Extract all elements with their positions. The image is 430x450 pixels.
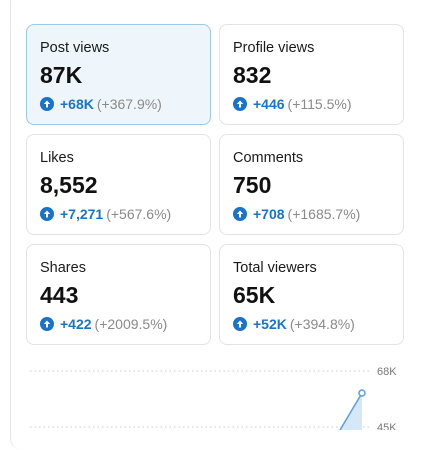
metric-card[interactable]: Shares 443 +422 (+2009.5%) <box>26 244 211 345</box>
up-icon <box>233 97 247 111</box>
metric-change: +68K (+367.9%) <box>40 96 162 112</box>
metric-card[interactable]: Comments 750 +708 (+1685.7%) <box>219 134 404 235</box>
metric-value: 750 <box>233 172 272 198</box>
up-icon <box>40 97 54 111</box>
change-value: +68K <box>60 96 94 112</box>
metric-change: +52K (+394.8%) <box>233 316 355 332</box>
line <box>339 392 363 430</box>
up-icon <box>233 317 247 331</box>
metric-label: Likes <box>40 150 74 166</box>
metric-label: Shares <box>40 260 86 276</box>
metric-value: 8,552 <box>40 172 98 198</box>
change-value: +7,271 <box>60 206 104 222</box>
metric-card[interactable]: Likes 8,552 +7,271 (+567.6%) <box>26 134 211 235</box>
up-icon <box>40 207 54 221</box>
metric-change: +446 (+115.5%) <box>233 96 352 112</box>
metric-label: Post views <box>40 40 110 56</box>
metric-change: +708 (+1685.7%) <box>233 206 360 222</box>
metric-label: Comments <box>233 150 304 166</box>
chart: 68K 45K <box>30 366 397 430</box>
metric-card[interactable]: Total viewers 65K +52K (+394.8%) <box>219 244 404 345</box>
change-value: +446 <box>253 96 285 112</box>
panel <box>10 0 430 450</box>
metric-card[interactable]: Post views 87K +68K (+367.9%) <box>26 24 211 125</box>
axis-label: 45K <box>377 422 397 430</box>
up-icon <box>40 317 54 331</box>
change-value: +52K <box>253 316 287 332</box>
page: Post views 87K +68K (+367.9%) Profile views 8… <box>10 0 404 450</box>
change-percent: (+1685.7%) <box>287 206 361 222</box>
metric-card[interactable]: Profile views 832 +446 (+115.5%) <box>219 24 404 125</box>
change-value: +708 <box>253 206 285 222</box>
change-percent: (+367.9%) <box>96 96 162 112</box>
change-percent: (+115.5%) <box>287 96 352 112</box>
metric-change: +422 (+2009.5%) <box>40 316 167 332</box>
metric-label: Profile views <box>233 40 315 56</box>
metric-value: 832 <box>233 62 272 88</box>
metric-label: Total viewers <box>233 260 317 276</box>
change-percent: (+2009.5%) <box>94 316 168 332</box>
axis-label: 68K <box>377 366 397 378</box>
up-icon <box>233 207 247 221</box>
metric-value: 87K <box>40 62 83 88</box>
change-percent: (+394.8%) <box>289 316 355 332</box>
change-value: +422 <box>60 316 92 332</box>
point <box>358 389 366 397</box>
metric-value: 443 <box>40 282 79 308</box>
metric-value: 65K <box>233 282 276 308</box>
metric-change: +7,271 (+567.6%) <box>40 206 171 222</box>
change-percent: (+567.6%) <box>106 206 172 222</box>
